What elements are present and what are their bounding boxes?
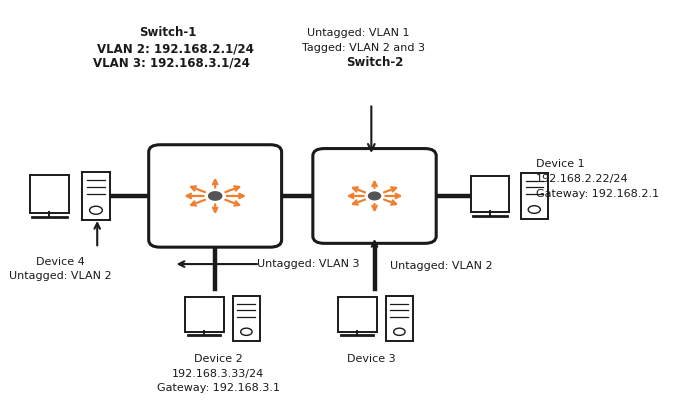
- Text: Switch-2: Switch-2: [346, 56, 403, 69]
- Text: 192.168.3.33/24: 192.168.3.33/24: [172, 369, 264, 379]
- FancyBboxPatch shape: [521, 173, 548, 219]
- Circle shape: [393, 328, 405, 335]
- Text: VLAN 2: 192.168.2.1/24: VLAN 2: 192.168.2.1/24: [97, 42, 254, 55]
- Text: 192.168.2.22/24: 192.168.2.22/24: [535, 174, 628, 184]
- FancyBboxPatch shape: [30, 175, 69, 213]
- Text: Switch-1: Switch-1: [139, 27, 196, 40]
- FancyBboxPatch shape: [471, 175, 509, 213]
- Circle shape: [240, 328, 252, 335]
- FancyBboxPatch shape: [338, 297, 377, 332]
- Text: VLAN 3: 192.168.3.1/24: VLAN 3: 192.168.3.1/24: [94, 57, 250, 70]
- FancyBboxPatch shape: [82, 172, 110, 220]
- Text: Device 1: Device 1: [535, 159, 585, 169]
- FancyBboxPatch shape: [313, 149, 436, 243]
- Circle shape: [369, 192, 380, 200]
- Text: Device 4: Device 4: [36, 257, 85, 267]
- Text: Gateway: 192.168.3.1: Gateway: 192.168.3.1: [157, 384, 280, 393]
- FancyBboxPatch shape: [386, 296, 413, 341]
- Text: Tagged: VLAN 2 and 3: Tagged: VLAN 2 and 3: [302, 43, 425, 53]
- FancyBboxPatch shape: [149, 145, 281, 247]
- Text: Untagged: VLAN 1: Untagged: VLAN 1: [307, 28, 410, 38]
- Text: Untagged: VLAN 2: Untagged: VLAN 2: [9, 271, 111, 282]
- Circle shape: [528, 206, 540, 213]
- Text: Gateway: 192.168.2.1: Gateway: 192.168.2.1: [535, 189, 659, 199]
- FancyBboxPatch shape: [233, 296, 260, 341]
- Text: Device 3: Device 3: [347, 354, 395, 364]
- FancyBboxPatch shape: [185, 297, 224, 332]
- Circle shape: [89, 206, 102, 214]
- Text: Untagged: VLAN 3: Untagged: VLAN 3: [257, 259, 359, 269]
- Text: Device 2: Device 2: [194, 354, 242, 364]
- Text: Untagged: VLAN 2: Untagged: VLAN 2: [391, 261, 493, 271]
- Circle shape: [208, 192, 222, 200]
